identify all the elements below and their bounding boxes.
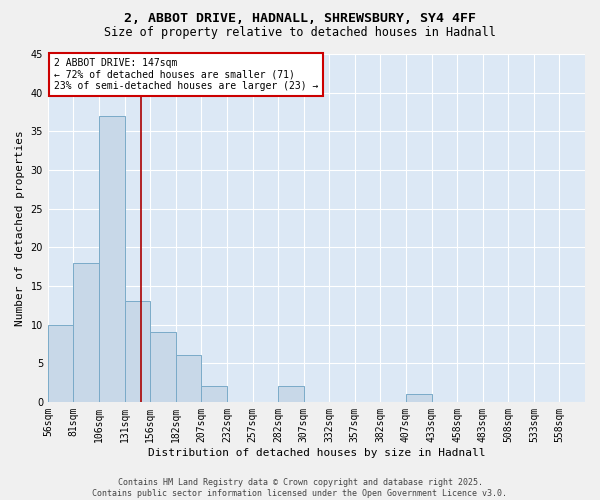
Bar <box>99 116 125 402</box>
Bar <box>176 356 202 402</box>
Text: 2 ABBOT DRIVE: 147sqm
← 72% of detached houses are smaller (71)
23% of semi-deta: 2 ABBOT DRIVE: 147sqm ← 72% of detached … <box>54 58 319 91</box>
Text: Size of property relative to detached houses in Hadnall: Size of property relative to detached ho… <box>104 26 496 39</box>
Text: 2, ABBOT DRIVE, HADNALL, SHREWSBURY, SY4 4FF: 2, ABBOT DRIVE, HADNALL, SHREWSBURY, SY4… <box>124 12 476 26</box>
Bar <box>48 324 73 402</box>
Bar <box>73 262 99 402</box>
Bar <box>202 386 227 402</box>
X-axis label: Distribution of detached houses by size in Hadnall: Distribution of detached houses by size … <box>148 448 485 458</box>
Bar <box>406 394 431 402</box>
Bar <box>150 332 176 402</box>
Y-axis label: Number of detached properties: Number of detached properties <box>15 130 25 326</box>
Bar <box>278 386 304 402</box>
Text: Contains HM Land Registry data © Crown copyright and database right 2025.
Contai: Contains HM Land Registry data © Crown c… <box>92 478 508 498</box>
Bar <box>125 302 150 402</box>
